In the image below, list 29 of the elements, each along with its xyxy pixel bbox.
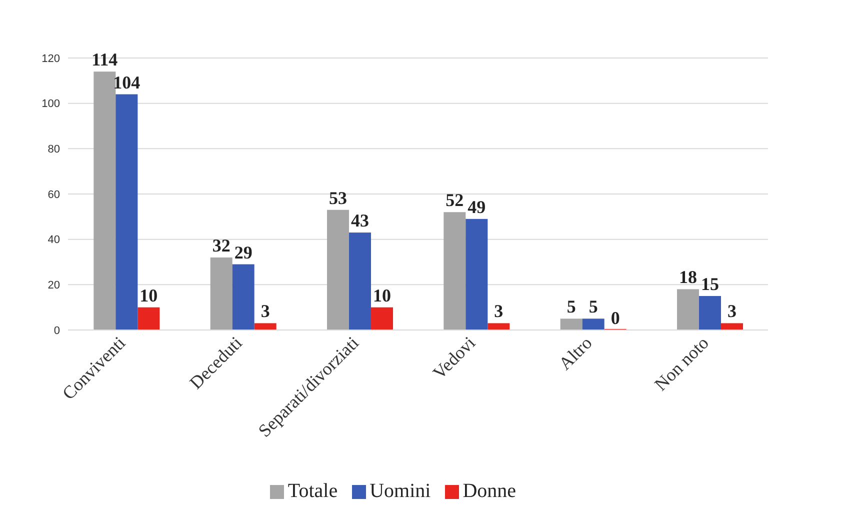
data-label: 43 — [351, 210, 369, 231]
data-label: 18 — [679, 267, 697, 288]
data-label: 104 — [113, 72, 140, 92]
data-label: 5 — [566, 296, 576, 317]
data-label: 10 — [373, 285, 391, 306]
legend-label: Donne — [462, 480, 516, 503]
data-label: 3 — [260, 301, 270, 322]
y-tick-label: 40 — [48, 234, 60, 246]
data-label: 49 — [468, 196, 486, 217]
data-label: 53 — [329, 188, 347, 208]
y-tick-label: 100 — [42, 98, 60, 110]
data-label: 3 — [494, 301, 504, 322]
data-label: 114 — [92, 50, 118, 70]
data-label: 32 — [212, 235, 230, 256]
legend-label: Totale — [288, 480, 338, 503]
data-label: 29 — [234, 242, 252, 262]
data-label: 0 — [610, 308, 620, 328]
y-tick-label: 80 — [48, 144, 60, 156]
data-label: 52 — [446, 190, 464, 210]
data-label: 15 — [701, 274, 719, 294]
data-label: 10 — [140, 285, 158, 306]
y-tick-label: 60 — [48, 188, 60, 201]
x-tick-label: Non noto — [650, 332, 712, 395]
data-label: 5 — [588, 296, 598, 317]
y-tick-label: 0 — [54, 324, 60, 337]
y-tick-label: 20 — [48, 280, 60, 292]
data-label: 3 — [728, 301, 736, 322]
legend-label: Uomini — [370, 480, 431, 503]
y-tick-label: 120 — [42, 52, 60, 65]
